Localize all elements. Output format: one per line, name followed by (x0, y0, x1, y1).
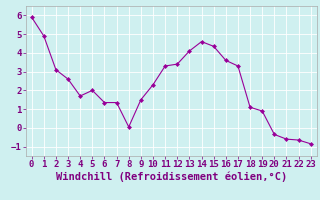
X-axis label: Windchill (Refroidissement éolien,°C): Windchill (Refroidissement éolien,°C) (56, 172, 287, 182)
